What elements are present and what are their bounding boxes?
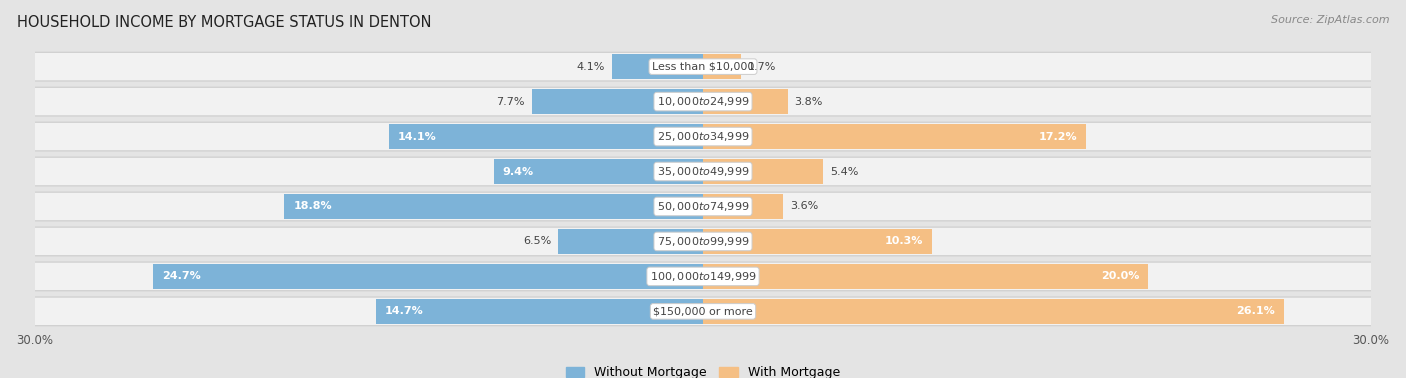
- FancyBboxPatch shape: [22, 262, 1384, 291]
- Text: 3.8%: 3.8%: [794, 97, 823, 107]
- Text: 4.1%: 4.1%: [576, 62, 605, 71]
- Text: 26.1%: 26.1%: [1236, 307, 1275, 316]
- Bar: [153, 264, 703, 289]
- Text: 10.3%: 10.3%: [884, 237, 924, 246]
- Bar: [389, 124, 703, 149]
- FancyBboxPatch shape: [22, 122, 1384, 151]
- FancyBboxPatch shape: [22, 192, 1384, 221]
- Text: $75,000 to $99,999: $75,000 to $99,999: [657, 235, 749, 248]
- Text: 3.6%: 3.6%: [790, 201, 818, 211]
- FancyBboxPatch shape: [22, 227, 1384, 256]
- Bar: [284, 194, 703, 219]
- Text: 14.1%: 14.1%: [398, 132, 437, 141]
- Text: $100,000 to $149,999: $100,000 to $149,999: [650, 270, 756, 283]
- Text: 24.7%: 24.7%: [162, 271, 201, 281]
- Text: 9.4%: 9.4%: [503, 167, 534, 177]
- Text: $150,000 or more: $150,000 or more: [654, 307, 752, 316]
- Bar: [703, 194, 783, 219]
- Bar: [558, 229, 703, 254]
- Bar: [703, 299, 1284, 324]
- Text: 6.5%: 6.5%: [523, 237, 551, 246]
- Bar: [703, 229, 932, 254]
- Text: 7.7%: 7.7%: [496, 97, 524, 107]
- Text: $50,000 to $74,999: $50,000 to $74,999: [657, 200, 749, 213]
- FancyBboxPatch shape: [22, 52, 1384, 81]
- Bar: [703, 124, 1085, 149]
- Bar: [703, 89, 787, 114]
- Text: $25,000 to $34,999: $25,000 to $34,999: [657, 130, 749, 143]
- Bar: [703, 54, 741, 79]
- Text: Less than $10,000: Less than $10,000: [652, 62, 754, 71]
- Text: 5.4%: 5.4%: [830, 167, 858, 177]
- Bar: [703, 264, 1149, 289]
- Legend: Without Mortgage, With Mortgage: Without Mortgage, With Mortgage: [561, 361, 845, 378]
- Text: Source: ZipAtlas.com: Source: ZipAtlas.com: [1271, 15, 1389, 25]
- Bar: [375, 299, 703, 324]
- Text: HOUSEHOLD INCOME BY MORTGAGE STATUS IN DENTON: HOUSEHOLD INCOME BY MORTGAGE STATUS IN D…: [17, 15, 432, 30]
- FancyBboxPatch shape: [22, 297, 1384, 326]
- Text: $35,000 to $49,999: $35,000 to $49,999: [657, 165, 749, 178]
- FancyBboxPatch shape: [22, 87, 1384, 116]
- FancyBboxPatch shape: [22, 157, 1384, 186]
- Text: 18.8%: 18.8%: [294, 201, 332, 211]
- Text: 14.7%: 14.7%: [385, 307, 423, 316]
- Text: $10,000 to $24,999: $10,000 to $24,999: [657, 95, 749, 108]
- Bar: [703, 159, 823, 184]
- Text: 20.0%: 20.0%: [1101, 271, 1139, 281]
- Bar: [531, 89, 703, 114]
- Text: 17.2%: 17.2%: [1039, 132, 1077, 141]
- Text: 1.7%: 1.7%: [748, 62, 776, 71]
- Bar: [612, 54, 703, 79]
- Bar: [494, 159, 703, 184]
